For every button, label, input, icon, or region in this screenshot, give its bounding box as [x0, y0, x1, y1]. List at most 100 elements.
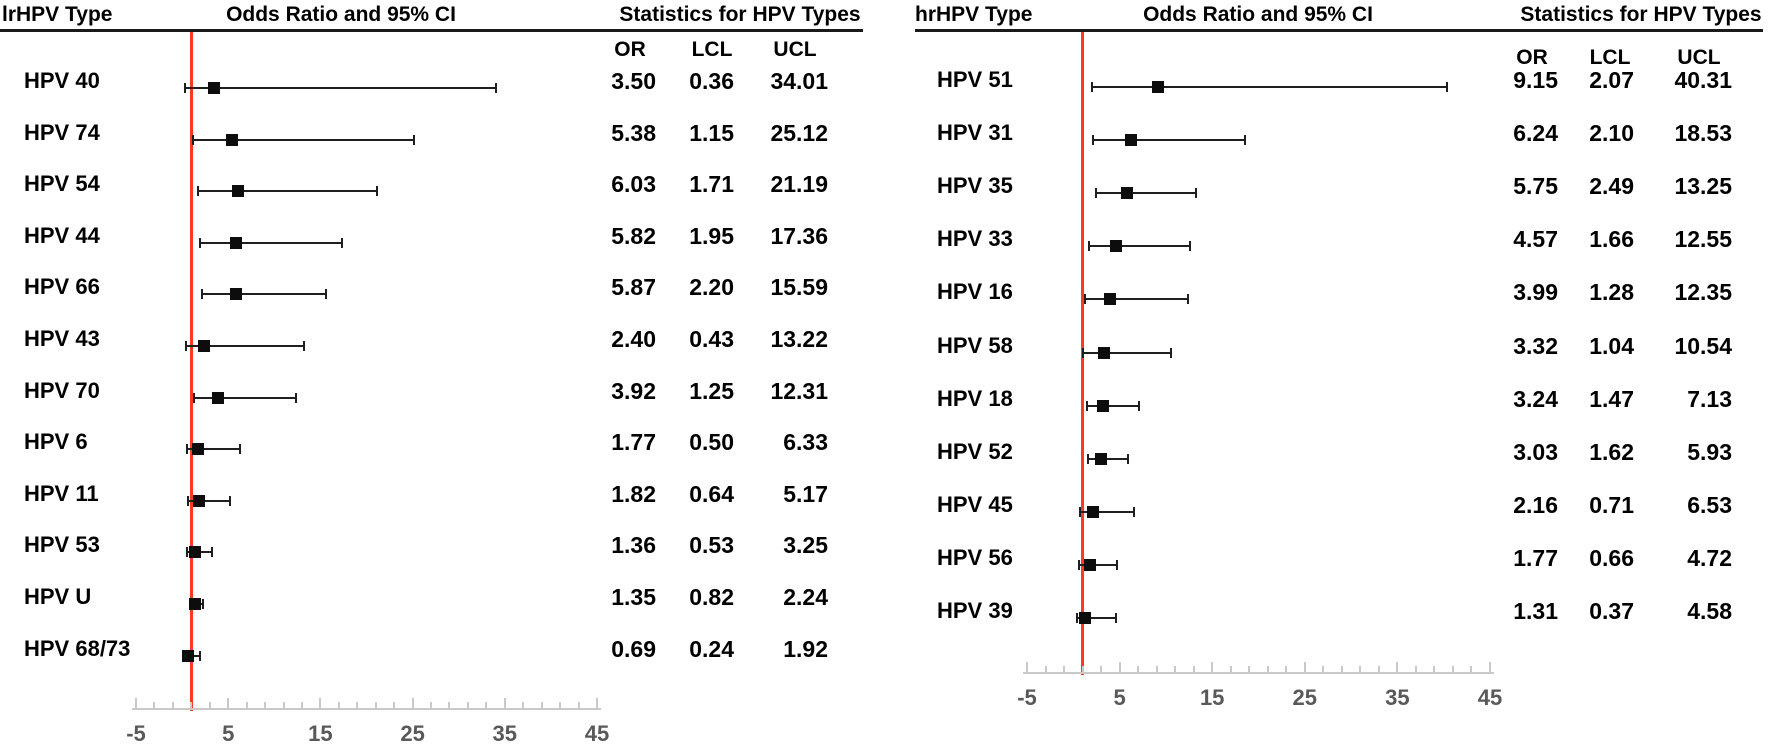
ci-interval-line [1092, 139, 1245, 142]
lcl-value: 2.49 [1589, 173, 1634, 200]
or-value: 3.32 [1513, 332, 1558, 359]
stat-col-header-ucl: UCL [773, 38, 817, 61]
ci-cap-lower [187, 495, 189, 506]
panel-group-title: lrHPV Type [2, 3, 113, 26]
ci-cap-upper [198, 650, 201, 661]
axis-minor-tick [153, 702, 156, 710]
ci-interval-line [1086, 404, 1140, 407]
ci-cap-upper [228, 495, 231, 506]
ci-cap-upper [1116, 559, 1118, 570]
lcl-value: 1.71 [689, 171, 734, 198]
axis-minor-tick [337, 702, 340, 710]
row-label: HPV 39 [937, 598, 1013, 623]
lcl-value: 0.64 [689, 480, 734, 507]
lcl-value: 0.71 [1589, 491, 1634, 518]
ci-cap-lower [1078, 559, 1081, 570]
stats-title: Statistics for HPV Types [1520, 3, 1762, 26]
axis-tick-label: 45 [1477, 685, 1503, 710]
odds-ratio-marker [1120, 187, 1133, 200]
ci-interval-line [1096, 192, 1196, 195]
ci-cap-lower [1087, 241, 1090, 252]
axis-major-tick [503, 698, 506, 710]
lcl-value: 0.37 [1589, 598, 1634, 624]
ucl-value: 2.24 [783, 584, 828, 610]
axis-minor-tick [245, 702, 248, 710]
ci-cap-lower [185, 547, 188, 558]
lcl-value: 1.95 [689, 222, 734, 249]
ci-cap-upper [1114, 613, 1117, 623]
ci-cap-upper [239, 444, 242, 455]
axis-major-tick [135, 698, 137, 710]
axis-tick-label: 5 [1113, 685, 1126, 710]
ucl-value: 40.31 [1674, 67, 1732, 93]
odds-ratio-marker [225, 133, 238, 146]
header-divider-line [915, 29, 1763, 32]
stat-col-header-lcl: LCL [1589, 46, 1631, 69]
lcl-value: 1.25 [689, 377, 734, 404]
lcl-value: 1.28 [1589, 279, 1634, 306]
axis-minor-tick [190, 702, 193, 710]
odds-ratio-marker [1104, 293, 1117, 306]
axis-minor-tick [448, 702, 451, 710]
ci-cap-lower [1078, 506, 1081, 517]
ucl-value: 4.72 [1687, 544, 1732, 571]
ci-cap-lower [1091, 82, 1094, 92]
axis-tick-label: 25 [400, 721, 425, 746]
or-value: 6.03 [611, 171, 656, 198]
axis-minor-tick [1137, 666, 1140, 674]
axis-minor-tick [1266, 666, 1269, 674]
row-label: HPV 52 [937, 438, 1013, 464]
odds-ratio-marker [192, 443, 205, 456]
axis-major-tick [1211, 662, 1214, 674]
or-value: 9.15 [1513, 67, 1558, 93]
ucl-value: 4.58 [1687, 598, 1732, 624]
axis-major-tick [1026, 662, 1028, 674]
ci-cap-upper [1132, 506, 1135, 517]
axis-minor-tick [1100, 666, 1103, 674]
or-value: 3.99 [1513, 279, 1558, 306]
lcl-value: 0.66 [1589, 544, 1634, 571]
ucl-value: 17.36 [770, 222, 828, 249]
ci-cap-upper [294, 392, 297, 403]
lcl-value: 1.15 [689, 119, 734, 146]
row-label: HPV 68/73 [24, 635, 131, 661]
ci-cap-upper [1194, 188, 1197, 199]
reference-line [189, 32, 193, 711]
axis-minor-tick [1433, 666, 1436, 674]
axis-tick-label: 15 [1199, 685, 1225, 710]
axis-minor-tick [1340, 666, 1343, 674]
ci-cap-upper [341, 237, 344, 248]
odds-ratio-marker [1125, 134, 1138, 147]
axis-tick-label: 5 [222, 721, 235, 746]
odds-ratio-marker [1079, 612, 1092, 624]
axis-minor-tick [282, 702, 285, 710]
axis-minor-tick [1155, 666, 1158, 674]
odds-ratio-marker [192, 494, 205, 507]
stat-col-header-ucl: UCL [1677, 46, 1721, 69]
ucl-value: 13.22 [770, 326, 828, 352]
or-value: 6.24 [1513, 120, 1558, 147]
ci-cap-upper [1169, 347, 1172, 358]
ci-interval-line [1085, 298, 1188, 301]
axis-minor-tick [1174, 666, 1177, 674]
ci-cap-lower [192, 392, 195, 403]
or-value: 1.36 [611, 532, 656, 559]
row-label: HPV 43 [24, 326, 100, 351]
ci-interval-line [197, 190, 378, 193]
axis-minor-tick [1044, 666, 1047, 674]
ci-cap-lower [196, 186, 199, 197]
row-label: HPV 54 [24, 171, 100, 197]
ci-interval-line [193, 396, 296, 399]
ci-interval-line [1088, 457, 1129, 460]
ci-interval-line [1092, 86, 1447, 88]
axis-minor-tick [430, 702, 433, 710]
ci-interval-line [1082, 351, 1171, 354]
axis-minor-tick [1414, 666, 1417, 674]
ci-cap-upper [1445, 82, 1448, 92]
or-value: 4.57 [1513, 226, 1558, 253]
ucl-value: 18.53 [1674, 120, 1732, 147]
odds-ratio-marker [1098, 346, 1111, 359]
ci-cap-lower [1081, 347, 1084, 358]
or-value: 5.75 [1513, 173, 1558, 200]
or-value: 5.82 [611, 222, 656, 249]
